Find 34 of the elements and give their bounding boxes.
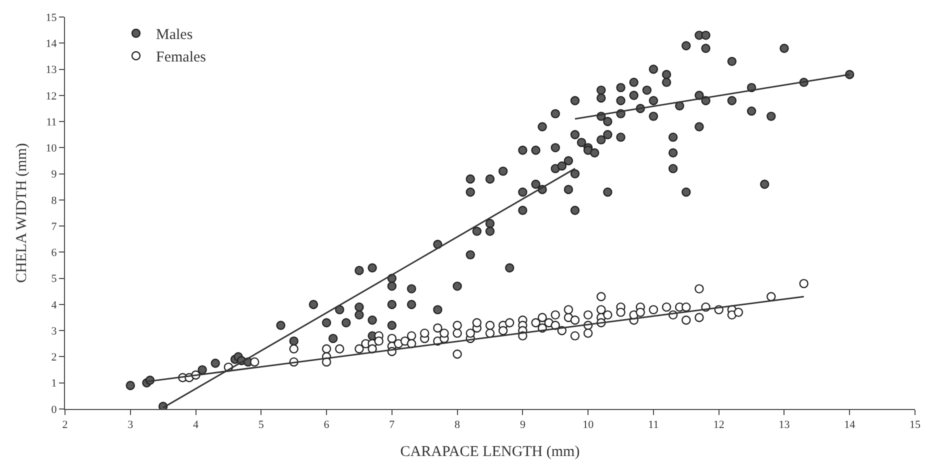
x-tick-label: 4 — [193, 419, 200, 432]
x-tick-label: 13 — [778, 419, 790, 432]
y-tick-label: 10 — [46, 142, 58, 155]
y-tick-label: 4 — [51, 299, 58, 312]
x-tick-label: 9 — [520, 419, 526, 432]
x-axis-title: CARAPACE LENGTH (mm) — [400, 444, 580, 460]
x-tick-label: 2 — [62, 419, 68, 432]
y-tick-label: 7 — [51, 220, 58, 233]
x-tick-label: 6 — [324, 419, 330, 432]
x-tick-label: 3 — [128, 419, 134, 432]
y-tick-label: 0 — [51, 404, 58, 416]
y-tick-label: 14 — [46, 38, 58, 50]
y-tick-label: 12 — [46, 90, 57, 102]
y-tick-label: 2 — [51, 352, 57, 364]
y-tick-label: 9 — [51, 168, 58, 181]
x-tick-label: 11 — [648, 419, 659, 432]
x-tick-label: 10 — [582, 419, 594, 432]
x-tick-label: 14 — [844, 419, 856, 432]
y-tick-label: 13 — [46, 64, 58, 76]
legend-label: Females — [156, 50, 206, 66]
y-tick-label: 6 — [51, 247, 58, 260]
x-tick-label: 7 — [389, 419, 396, 432]
x-tick-label: 8 — [454, 419, 461, 432]
y-axis-title: CHELA WIDTH (mm) — [14, 143, 30, 283]
y-tick-label: 8 — [51, 194, 58, 207]
y-tick-label: 3 — [51, 325, 58, 338]
legend-label: Males — [156, 27, 193, 44]
y-tick-label: 5 — [51, 273, 58, 286]
x-tick-label: 15 — [910, 419, 921, 432]
x-tick-label: 12 — [713, 419, 724, 432]
y-tick-label: 15 — [46, 12, 58, 24]
y-tick-label: 11 — [46, 116, 57, 128]
y-tick-label: 1 — [51, 378, 57, 390]
x-tick-label: 5 — [258, 419, 264, 432]
